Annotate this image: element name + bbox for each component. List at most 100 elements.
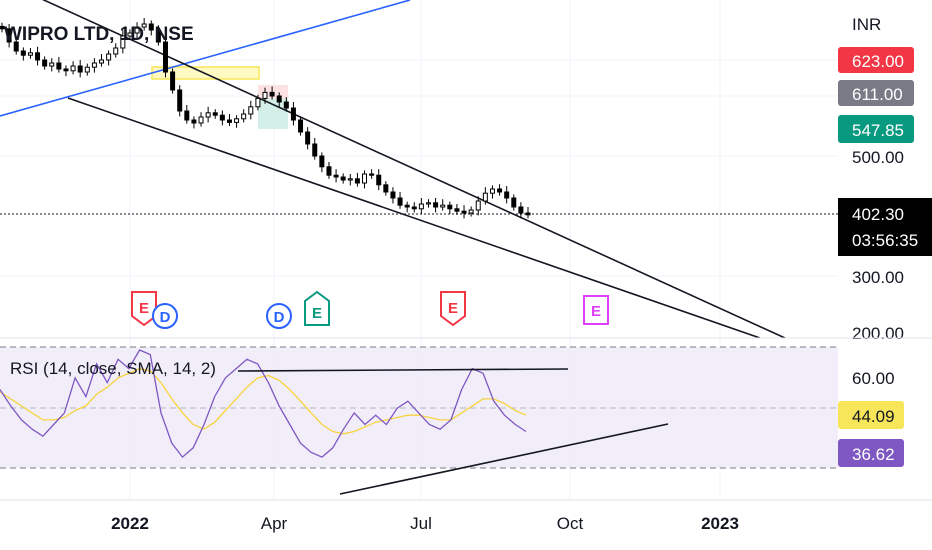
tick-label: 300.00 — [852, 268, 904, 287]
candle-body — [35, 52, 41, 61]
candle-body — [362, 173, 368, 184]
candle-body — [56, 62, 62, 70]
x-tick-label: Jul — [410, 514, 432, 533]
candle-body — [162, 41, 168, 73]
candle-body — [333, 174, 339, 178]
candle-body — [226, 119, 232, 123]
event-letter: D — [160, 309, 171, 326]
candle-body — [298, 119, 304, 133]
candle-body — [482, 192, 488, 202]
dividend-event-icon[interactable]: D — [266, 303, 292, 329]
rsi-line — [0, 349, 527, 459]
candle-body — [127, 32, 133, 37]
candle-body — [148, 23, 154, 31]
candle-body — [241, 113, 247, 120]
candle-body — [347, 178, 353, 181]
rsi-ma-badge — [838, 401, 904, 429]
candle-body — [354, 178, 360, 184]
candle-body — [63, 68, 69, 72]
candle-body — [205, 112, 211, 118]
candle-body — [425, 202, 431, 205]
candle-body — [290, 107, 296, 121]
candle-body — [283, 101, 289, 109]
tick-label: 200.00 — [852, 324, 904, 343]
time-axis[interactable]: 2022 Apr Jul Oct 2023 — [111, 514, 739, 533]
candle-body — [177, 89, 183, 112]
candle-body — [170, 71, 176, 91]
candle-body — [42, 59, 48, 67]
candle-body — [276, 95, 282, 103]
chart-title: WIPRO LTD, 1D, NSE — [4, 24, 194, 45]
candle-body — [255, 97, 261, 108]
candle-body — [84, 66, 90, 73]
candle-body — [269, 91, 275, 97]
earnings-event-icon[interactable]: E — [440, 291, 466, 327]
main-grid — [0, 0, 838, 500]
dividend-event-icon[interactable]: D — [152, 303, 178, 329]
price-axis[interactable]: INR 623.00 611.00 547.85 500.00 402.30 0… — [838, 15, 932, 343]
candle-body — [440, 204, 446, 208]
rsi-band — [0, 347, 838, 468]
rsi-support-line[interactable] — [339, 423, 669, 495]
candle-body — [454, 208, 460, 212]
x-tick-label: Apr — [261, 514, 288, 533]
candle-body — [383, 184, 389, 193]
event-markers: E D D E E E — [131, 290, 609, 329]
candle-body — [191, 119, 197, 124]
earnings-event-icon[interactable]: E — [304, 290, 330, 326]
rsi-title: RSI (14, close, SMA, 14, 2) — [10, 359, 216, 378]
candle-body — [397, 197, 403, 206]
rsi-resistance-line[interactable] — [237, 368, 569, 372]
candle-body — [433, 202, 439, 208]
candle-body — [120, 35, 126, 49]
last-price-text: 402.30 — [852, 205, 904, 224]
event-letter: D — [274, 309, 285, 326]
candle-body — [262, 91, 268, 99]
candle-body — [248, 106, 254, 115]
last-price-badge — [838, 198, 932, 256]
countdown-text: 03:56:35 — [852, 231, 918, 250]
candle-body — [212, 112, 218, 116]
position-target-zone[interactable] — [258, 99, 288, 129]
upper-channel-line[interactable] — [0, 0, 786, 338]
candle-body — [504, 191, 510, 199]
event-letter: E — [591, 303, 601, 320]
blue-trend-line[interactable] — [0, 0, 411, 117]
candle-body — [6, 28, 12, 43]
candle-body — [305, 131, 311, 145]
candle-body — [184, 110, 190, 121]
candle-body — [27, 52, 33, 56]
x-tick-label: 2022 — [111, 514, 149, 533]
candle-body — [106, 53, 112, 61]
price-badge-gray — [838, 80, 914, 106]
lower-channel-line[interactable] — [67, 97, 761, 338]
x-tick-label: 2023 — [701, 514, 739, 533]
candle-body — [77, 65, 83, 73]
event-letter: E — [312, 305, 322, 322]
candle-body — [113, 47, 119, 55]
candle-body — [525, 212, 531, 216]
candle-body — [219, 114, 225, 121]
price-badge-red — [838, 47, 914, 73]
candle-body — [326, 166, 332, 176]
earnings-event-icon[interactable]: E — [583, 295, 609, 325]
rsi-ma-line — [0, 367, 527, 435]
event-letter: E — [139, 300, 149, 317]
candle-body — [319, 155, 325, 168]
candle-body — [49, 62, 55, 67]
candle-body — [475, 200, 481, 211]
earnings-event-icon[interactable]: E — [131, 291, 157, 327]
rsi-axis[interactable]: 60.00 44.09 36.62 — [838, 369, 904, 467]
candle-body — [0, 25, 5, 30]
rsi-badge — [838, 439, 904, 467]
tick-label: 60.00 — [852, 369, 895, 388]
candle-body — [91, 62, 97, 68]
rsi-badge-text: 36.62 — [852, 445, 895, 464]
candle-body — [20, 50, 26, 56]
candle-body — [518, 206, 524, 214]
candle-body — [369, 173, 375, 176]
candle-body — [404, 204, 410, 208]
candle-body — [13, 41, 19, 52]
candle-body — [134, 26, 140, 34]
